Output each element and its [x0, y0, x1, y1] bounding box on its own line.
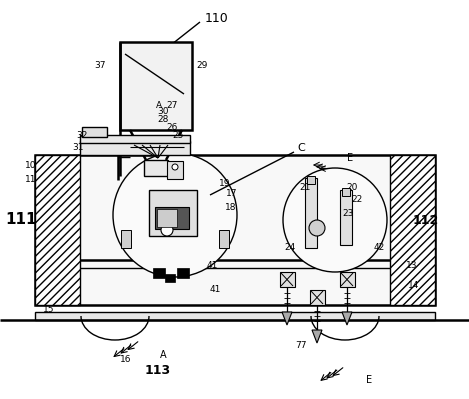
Text: 24: 24 — [284, 243, 295, 253]
Text: 16: 16 — [120, 356, 131, 365]
Bar — [80, 141, 190, 155]
Bar — [35, 312, 435, 320]
Text: 18: 18 — [225, 203, 236, 213]
Polygon shape — [342, 312, 352, 325]
Circle shape — [172, 164, 178, 170]
Bar — [219, 230, 229, 248]
Bar — [121, 230, 131, 248]
Text: 27: 27 — [166, 101, 177, 109]
Bar — [390, 155, 435, 305]
Text: 19: 19 — [219, 178, 230, 188]
Text: 111: 111 — [5, 213, 37, 227]
Bar — [342, 188, 350, 196]
Text: 10: 10 — [25, 160, 37, 170]
Text: 77: 77 — [295, 340, 307, 350]
Circle shape — [309, 220, 325, 236]
Text: A: A — [160, 350, 166, 360]
Bar — [35, 155, 80, 305]
Bar — [155, 207, 189, 229]
Text: 41: 41 — [207, 261, 219, 269]
Text: A: A — [156, 101, 162, 109]
Bar — [144, 160, 168, 176]
Text: 13: 13 — [406, 261, 417, 269]
Bar — [307, 176, 315, 184]
Bar — [80, 135, 190, 143]
Text: 31: 31 — [72, 144, 83, 152]
Text: 22: 22 — [351, 196, 362, 205]
Text: 30: 30 — [157, 107, 168, 117]
Bar — [177, 268, 189, 278]
Text: 37: 37 — [94, 61, 106, 69]
Text: 113: 113 — [145, 363, 171, 377]
Text: 11: 11 — [25, 176, 37, 184]
Text: E: E — [347, 153, 353, 163]
Text: 21: 21 — [299, 184, 310, 192]
Bar — [305, 178, 317, 248]
Text: 25: 25 — [172, 132, 183, 140]
Polygon shape — [282, 312, 292, 325]
Text: 26: 26 — [166, 124, 177, 132]
Text: E: E — [366, 375, 372, 385]
Bar — [120, 42, 192, 130]
Bar — [280, 272, 295, 287]
Polygon shape — [312, 330, 322, 343]
Circle shape — [113, 153, 237, 277]
Text: 17: 17 — [226, 188, 237, 198]
Text: 15: 15 — [43, 306, 54, 314]
Bar — [157, 209, 177, 227]
Bar — [165, 274, 175, 282]
Text: C: C — [297, 143, 305, 153]
Bar — [310, 290, 325, 305]
Bar — [153, 268, 165, 278]
Text: 110: 110 — [205, 12, 229, 24]
Text: 112: 112 — [413, 213, 439, 227]
Text: 23: 23 — [342, 209, 353, 217]
Bar — [149, 190, 197, 236]
Bar — [82, 127, 107, 137]
Text: 42: 42 — [374, 243, 385, 253]
Bar — [340, 190, 352, 245]
Text: 20: 20 — [346, 184, 357, 192]
Text: 14: 14 — [408, 280, 419, 290]
Circle shape — [161, 224, 173, 236]
Bar — [35, 155, 435, 305]
Bar — [167, 161, 183, 179]
Text: 41: 41 — [210, 286, 221, 294]
Bar — [340, 272, 355, 287]
Circle shape — [283, 168, 387, 272]
Text: 29: 29 — [196, 61, 207, 69]
Text: 32: 32 — [76, 130, 87, 140]
Text: 28: 28 — [157, 115, 168, 124]
